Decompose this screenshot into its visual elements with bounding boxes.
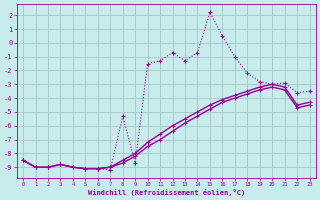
X-axis label: Windchill (Refroidissement éolien,°C): Windchill (Refroidissement éolien,°C) — [88, 189, 245, 196]
